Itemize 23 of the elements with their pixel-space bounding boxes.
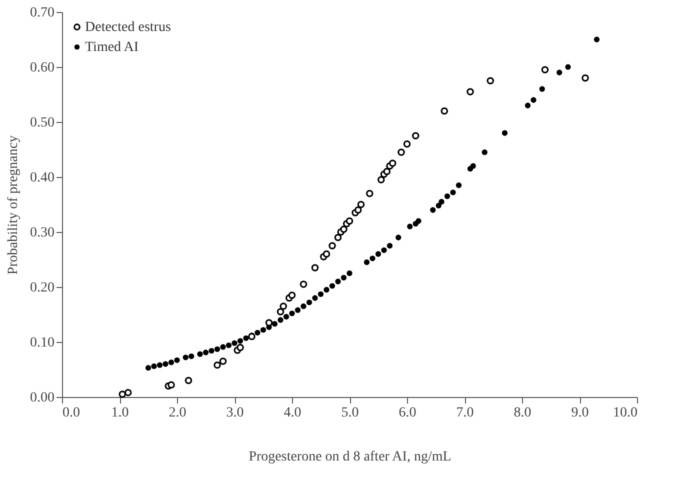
x-tick-label: 6.0 [398,406,416,420]
x-tick-label: 9.0 [571,406,589,420]
x-tick-label: 4.0 [284,406,302,420]
x-tick-label: 2.0 [168,406,186,420]
x-tick-label: 0.0 [62,406,80,420]
x-tick-label: 8.0 [514,406,532,420]
y-axis-title: Probability of pregnancy [6,135,21,275]
legend-label: Detected estrus [85,20,171,35]
x-tick-label: 3.0 [226,406,244,420]
legend-label: Timed AI [85,40,139,55]
y-tick-label: 0.00 [30,390,54,406]
y-tick-label: 0.40 [30,170,54,186]
x-tick-label: 7.0 [456,406,474,420]
y-tick-label: 0.70 [30,6,54,20]
y-tick-label: 0.20 [30,280,54,296]
x-tick-label: 1.0 [111,406,129,420]
y-tick-label: 0.50 [30,116,54,130]
x-axis-title: Progesterone on d 8 after AI, ng/mL [248,450,452,464]
x-tick-label: 10.0 [613,406,638,420]
y-tick-label: 0.30 [30,226,54,240]
y-tick-label: 0.10 [30,336,54,350]
y-tick-label: 0.60 [30,60,54,76]
x-tick-label: 5.0 [341,406,359,420]
